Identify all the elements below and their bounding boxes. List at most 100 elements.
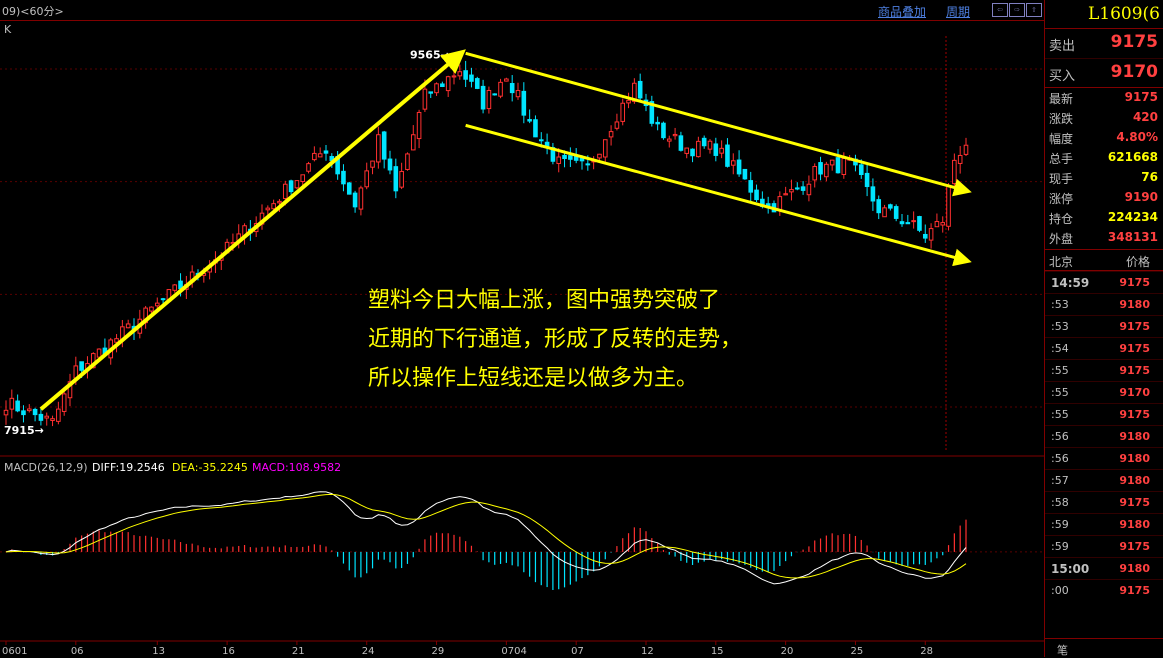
candle-body — [835, 157, 841, 174]
overlay-link[interactable]: 商品叠加 — [878, 5, 927, 19]
ticks-header: 北京 价格 — [1045, 249, 1163, 271]
symbol-header: L1609(6 — [1045, 0, 1163, 29]
tick-time: :56 — [1051, 430, 1069, 443]
x-tick-label: 25 — [850, 646, 863, 657]
candle-body — [271, 203, 276, 210]
candle-body — [521, 90, 527, 116]
candle-body — [888, 204, 893, 209]
candle-body — [21, 410, 26, 416]
ticks-header-time: 北京 — [1049, 255, 1074, 269]
x-tick-label: 12 — [641, 646, 654, 657]
candle-body — [713, 143, 719, 156]
candle-body — [364, 170, 370, 188]
candle-body — [556, 156, 562, 164]
nav-right-icon[interactable]: ⇨ — [1009, 3, 1025, 17]
candle-body — [684, 147, 690, 154]
candle-body — [608, 131, 614, 138]
candle-body — [9, 397, 15, 410]
x-tick-label: 24 — [362, 646, 375, 657]
candle-body — [387, 158, 393, 171]
tick-price: 9175 — [1119, 584, 1150, 597]
period-link[interactable]: 周期 — [946, 5, 971, 19]
macd-dea-line — [5, 493, 967, 579]
nav-left-icon[interactable]: ⇦ — [992, 3, 1008, 17]
candle-body — [533, 119, 538, 138]
candle-body — [736, 159, 742, 175]
candle-body — [754, 189, 759, 201]
candle-body — [661, 122, 666, 139]
tick-price: 9175 — [1119, 342, 1150, 355]
symbol-code: L1609(6 — [1087, 4, 1160, 24]
macd-diff-label: DIFF:19.2546 — [92, 461, 165, 474]
candle-body — [352, 192, 358, 208]
candle-body — [818, 162, 823, 175]
candle-body — [527, 119, 532, 122]
macd-value-label: MACD:108.9582 — [252, 461, 341, 474]
stat-row: 涨跌 420 — [1045, 108, 1163, 127]
tick-row: :53 9180 — [1045, 293, 1163, 316]
tick-price: 9180 — [1119, 474, 1150, 487]
tick-time: :54 — [1051, 342, 1069, 355]
candle-body — [416, 111, 422, 140]
candle-body — [719, 147, 724, 154]
candle-body — [597, 153, 602, 159]
candle-body — [393, 166, 399, 192]
candle-body — [399, 170, 404, 188]
candle-body — [672, 133, 678, 137]
stat-row: 外盘 348131 — [1045, 228, 1163, 247]
tick-price: 9180 — [1119, 562, 1150, 575]
stat-row: 涨停 9190 — [1045, 188, 1163, 207]
candle-body — [940, 222, 946, 226]
panel-footer: 笔 — [1045, 638, 1163, 658]
nav-up-icon[interactable]: ⇧ — [1026, 3, 1042, 17]
candle-body — [783, 193, 788, 196]
candle-body — [934, 221, 940, 228]
candle-body — [649, 101, 655, 124]
candle-body — [585, 163, 591, 166]
candle-body — [602, 139, 608, 158]
candle-body — [149, 306, 154, 312]
candle-body — [725, 144, 730, 167]
candle-body — [626, 99, 631, 104]
candle-body — [61, 393, 67, 412]
tick-row: :00 9175 — [1045, 579, 1163, 602]
stat-row: 持仓 224234 — [1045, 208, 1163, 227]
candle-body — [538, 139, 544, 142]
stat-value: 9190 — [1124, 190, 1158, 204]
stat-label: 幅度 — [1049, 132, 1074, 146]
x-axis: 0601 06 13 16 21 24 29 0704 07 12 15 20 25 28 — [0, 640, 1044, 657]
candle-body — [300, 174, 306, 183]
tick-row: :59 9175 — [1045, 535, 1163, 558]
macd-panel — [5, 491, 967, 591]
candle-body — [422, 88, 428, 110]
tick-price: 9175 — [1119, 320, 1150, 333]
candle-body — [509, 83, 515, 94]
tick-price: 9180 — [1119, 518, 1150, 531]
candle-body — [469, 74, 474, 82]
x-tick-label: 28 — [920, 646, 933, 657]
trend-arrows — [39, 49, 972, 411]
tick-price: 9175 — [1119, 364, 1150, 377]
candle-body — [928, 228, 934, 241]
candle-body — [498, 81, 503, 97]
candle-body — [777, 196, 783, 211]
stat-label: 最新 — [1049, 92, 1074, 106]
tick-row: :55 9170 — [1045, 381, 1163, 404]
window-title: 09)<60分> — [2, 5, 64, 18]
candle-body — [690, 148, 695, 157]
x-tick-label: 20 — [781, 646, 794, 657]
candle-body — [911, 220, 916, 223]
candle-body — [90, 353, 96, 369]
stat-row: 现手 76 — [1045, 168, 1163, 187]
candle-body — [358, 187, 364, 210]
channel-lower-arrow — [465, 123, 972, 267]
trades-tab[interactable]: 笔 — [1057, 644, 1068, 657]
candle-body — [492, 93, 498, 96]
high-label: 9565→ — [410, 48, 450, 61]
x-tick-label: 0601 — [2, 646, 27, 657]
bid-label: 买入 — [1049, 69, 1076, 84]
candle-body — [44, 415, 50, 419]
x-tick-label: 15 — [711, 646, 724, 657]
candle-body — [79, 361, 84, 371]
candle-body — [742, 168, 748, 180]
